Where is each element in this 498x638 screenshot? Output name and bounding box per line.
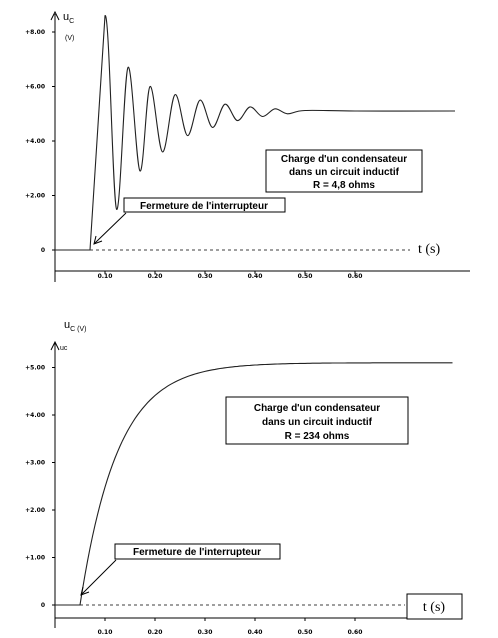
x-tick-label: 0.30 <box>198 273 213 280</box>
y-axis-unit: (V) <box>65 35 74 42</box>
switch-callout: Fermeture de l'interrupteur <box>80 543 281 596</box>
y-axis-arrow-icon <box>50 340 60 351</box>
annotation-line-1: Charge d'un condensateur <box>254 403 380 414</box>
annotation-box: Charge d'un condensateur dans un circuit… <box>265 149 423 193</box>
switch-label: Fermeture de l'interrupteur <box>133 547 261 558</box>
switch-callout: Fermeture de l'interrupteur <box>93 197 286 245</box>
chart-bottom: uC (V) uc 0 +1.00 +2.00 +3.00 +4.00 +5.00 0.1… <box>25 319 463 636</box>
x-tick-label: 0.50 <box>298 273 313 280</box>
y-tick-label: +8.00 <box>25 29 45 36</box>
y-tick-label: +4.00 <box>25 138 45 145</box>
x-label-box: t (s) <box>406 593 463 620</box>
y-axis-label: uC <box>63 11 74 25</box>
y-tick-label: +2.00 <box>25 193 45 200</box>
x-tick-label: 0.20 <box>148 629 163 636</box>
chart-top: uC (V) 0 +2.00 +4.00 +6.00 +8.00 0.10 0.20 0.3… <box>25 10 470 282</box>
x-tick-label: 0.40 <box>248 629 263 636</box>
y-tick-label: +4.00 <box>25 412 45 419</box>
switch-arrowhead-icon <box>80 586 90 596</box>
annotation-line-2: dans un circuit inductif <box>262 417 373 428</box>
switch-arrow <box>81 559 117 595</box>
y-ticks: 0 +1.00 +2.00 +3.00 +4.00 +5.00 <box>25 365 55 609</box>
y-ticks: 0 +2.00 +4.00 +6.00 +8.00 <box>25 29 55 254</box>
series-line-uc <box>55 15 456 251</box>
x-tick-label: 0.60 <box>348 273 363 280</box>
x-tick-label: 0.20 <box>148 273 163 280</box>
x-tick-label: 0.60 <box>348 629 363 636</box>
y-axis-arrow-icon <box>50 10 60 21</box>
series-line-uc <box>55 362 453 606</box>
x-axis-label: t (s) <box>418 242 441 257</box>
y-tick-label: +3.00 <box>25 460 45 467</box>
y-tick-label: +1.00 <box>25 555 45 562</box>
switch-label: Fermeture de l'interrupteur <box>140 201 268 212</box>
annotation-line-1: Charge d'un condensateur <box>281 154 407 165</box>
x-ticks: 0.10 0.20 0.30 0.40 0.50 0.60 <box>98 618 363 636</box>
x-tick-label: 0.30 <box>198 629 213 636</box>
y-axis-label: uC (V) <box>64 319 86 333</box>
y-tick-label: +2.00 <box>25 507 45 514</box>
x-axis-label: t (s) <box>423 600 446 615</box>
x-tick-label: 0.10 <box>98 273 113 280</box>
y-tick-label: +5.00 <box>25 365 45 372</box>
switch-arrow <box>94 212 127 244</box>
annotation-box: Charge d'un condensateur dans un circuit… <box>225 396 409 445</box>
y-tick-label: +6.00 <box>25 84 45 91</box>
x-tick-label: 0.10 <box>98 629 113 636</box>
y-tick-label: 0 <box>41 247 45 254</box>
annotation-line-3: R = 4,8 ohms <box>313 180 375 191</box>
x-tick-label: 0.50 <box>298 629 313 636</box>
x-tick-label: 0.40 <box>248 273 263 280</box>
annotation-line-3: R = 234 ohms <box>285 431 350 442</box>
annotation-line-2: dans un circuit inductif <box>289 167 400 178</box>
switch-arrowhead-icon <box>93 235 103 245</box>
y-tick-label: 0 <box>41 602 45 609</box>
x-ticks: 0.10 0.20 0.30 0.40 0.50 0.60 <box>98 271 363 280</box>
axis-tag: uc <box>60 345 68 352</box>
